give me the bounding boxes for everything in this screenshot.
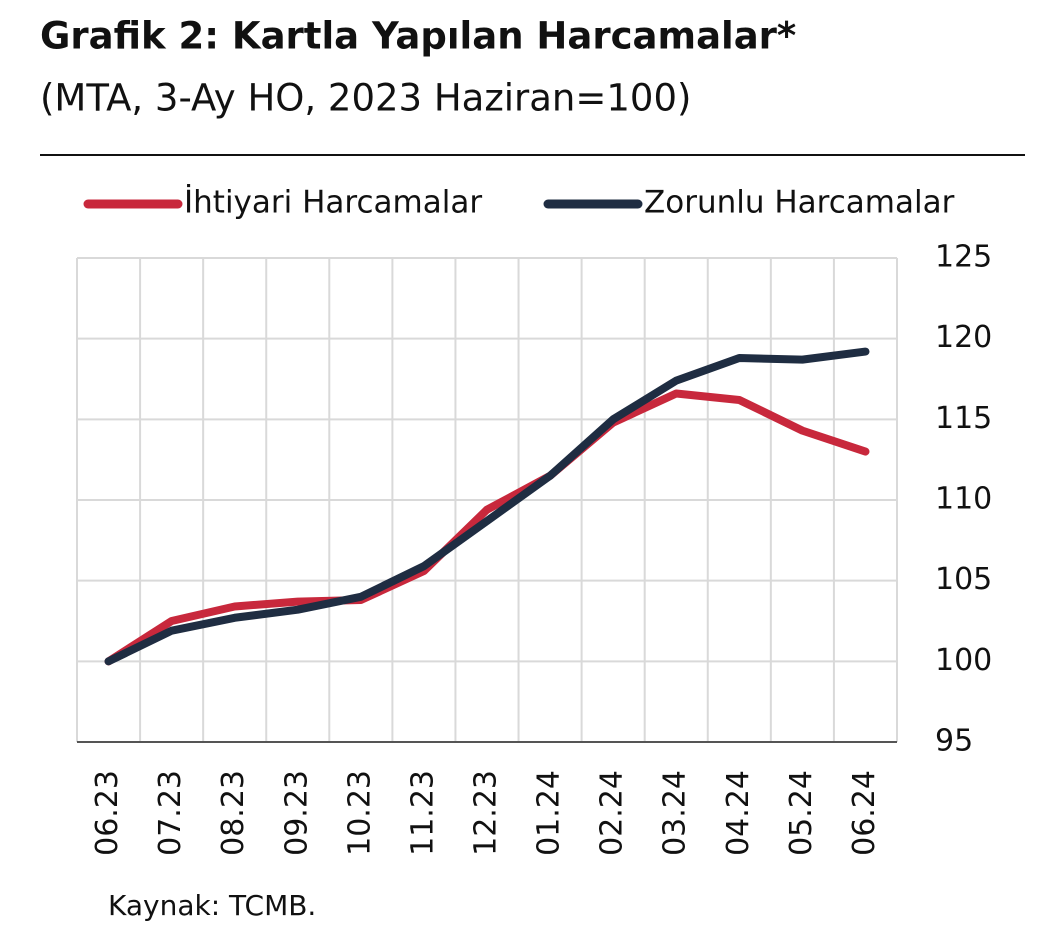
x-tick-label: 10.23 [342,770,377,856]
chart-subtitle: (MTA, 3-Ay HO, 2023 Haziran=100) [40,77,691,120]
x-tick-label: 09.23 [279,770,314,856]
legend-label: İhtiyari Harcamalar [184,185,482,221]
series-line [104,347,870,666]
x-tick-label: 02.24 [595,770,630,856]
y-tick-label: 110 [935,482,992,517]
y-tick-label: 105 [935,562,992,597]
x-tick-label: 12.23 [469,770,504,856]
y-tick-label: 120 [935,320,992,355]
x-tick-label: 06.24 [847,770,882,856]
legend-label: Zorunlu Harcamalar [644,185,955,221]
y-tick-label: 115 [935,401,992,436]
x-tick-label: 03.24 [658,770,693,856]
x-tick-label: 05.24 [784,770,819,856]
chart-title: Grafik 2: Kartla Yapılan Harcamalar* [40,15,796,58]
x-tick-label: 01.24 [532,770,567,856]
x-tick-label: 04.24 [721,770,756,856]
y-tick-label: 100 [935,643,992,678]
x-tick-label: 11.23 [405,770,440,856]
y-tick-label: 125 [935,240,992,275]
y-tick-label: 95 [935,724,973,759]
x-tick-label: 08.23 [216,770,251,856]
x-tick-label: 07.23 [153,770,188,856]
series-line [104,389,870,666]
source: Kaynak: TCMB. [108,889,316,922]
x-tick-label: 06.23 [90,770,125,856]
